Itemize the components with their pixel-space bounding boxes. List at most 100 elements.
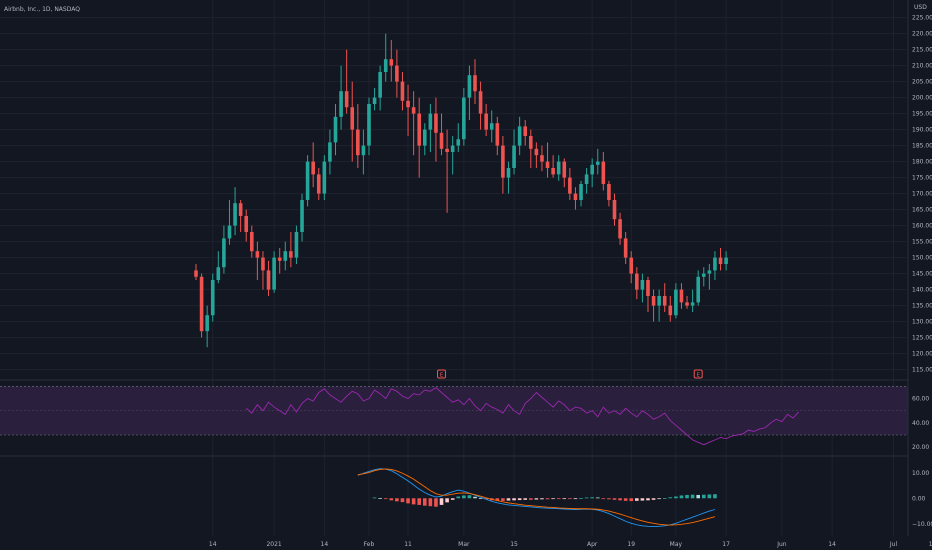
candle-body <box>261 257 265 271</box>
candle-body <box>445 148 449 152</box>
macd-tick-label: −10.00 <box>912 521 932 528</box>
price-tick-label: 140.00 <box>912 287 932 294</box>
macd-histogram-bar <box>713 494 717 499</box>
candle-body <box>216 267 221 280</box>
candle-body <box>696 276 700 303</box>
candle-body <box>607 184 611 200</box>
macd-histogram-bar <box>696 494 700 499</box>
candle-body <box>383 59 388 72</box>
candle-body <box>584 174 589 184</box>
candle-body <box>512 145 516 168</box>
macd-histogram-bar <box>400 498 405 503</box>
candle-body <box>244 216 249 232</box>
macd-histogram-bar <box>534 498 539 500</box>
x-tick-label: 19 <box>627 541 635 548</box>
candle-body <box>556 161 561 175</box>
x-tick-label: 14 <box>828 541 836 548</box>
candle-body <box>406 100 410 108</box>
candle-body <box>629 257 634 274</box>
candle-body <box>640 280 645 290</box>
candle-body <box>350 107 355 130</box>
candle-body <box>713 257 717 271</box>
macd-histogram-bar <box>618 498 622 501</box>
candle-body <box>651 296 656 306</box>
earnings-marker <box>693 369 703 379</box>
candle-body <box>316 174 321 194</box>
candle-body <box>529 136 533 149</box>
price-tick-label: 145.00 <box>912 271 932 278</box>
macd-histogram-bar <box>674 496 678 499</box>
macd-histogram-bar <box>389 498 394 501</box>
rsi-tick-label: 40.00 <box>912 420 929 427</box>
candle-body <box>227 225 232 239</box>
candle-body <box>562 161 567 178</box>
price-tick-label: 160.00 <box>912 223 932 230</box>
earnings-marker-label: E <box>440 373 444 379</box>
candle-body <box>679 289 684 303</box>
macd-tick-label: 0.00 <box>912 495 926 502</box>
x-tick-label: Feb <box>364 541 375 548</box>
macd-histogram-bar <box>395 498 399 502</box>
macd-histogram-bar <box>690 494 695 499</box>
price-tick-label: 195.00 <box>912 111 932 118</box>
candle-body <box>489 123 494 130</box>
candle-body <box>579 184 583 200</box>
macd-histogram-bar <box>685 494 689 499</box>
candle-body <box>601 161 606 184</box>
macd-histogram-bar <box>635 498 639 501</box>
price-tick-label: 120.00 <box>912 351 932 358</box>
candle-body <box>417 113 421 146</box>
candle-body <box>294 232 299 258</box>
x-tick-label: 17 <box>722 541 730 548</box>
candle-body <box>618 219 622 239</box>
macd-histogram-bar <box>556 498 561 500</box>
macd-histogram-bar <box>584 497 589 499</box>
chart-title: Airbnb, Inc., 1D, NASDAQ <box>4 6 80 13</box>
macd-histogram-bar <box>529 498 533 500</box>
candle-body <box>674 289 678 316</box>
candle-body <box>255 251 260 258</box>
x-tick-label: Apr <box>587 541 598 548</box>
candle-body <box>540 155 544 162</box>
price-tick-label: 205.00 <box>912 79 932 86</box>
currency-label: USD <box>914 4 927 11</box>
price-tick-label: 185.00 <box>912 143 932 150</box>
macd-histogram-bar <box>467 495 472 499</box>
candle-body <box>657 296 661 306</box>
candle-body <box>367 104 371 146</box>
price-tick-label: 190.00 <box>912 127 932 134</box>
candle-body <box>210 280 215 316</box>
macd-histogram-bar <box>417 498 421 505</box>
candle-body <box>690 302 695 306</box>
price-tick-label: 155.00 <box>912 239 932 246</box>
candle-body <box>724 257 728 264</box>
macd-histogram-bar <box>462 495 466 499</box>
candle-body <box>595 161 600 165</box>
candle-body <box>662 296 667 306</box>
macd-histogram-bar <box>668 497 673 499</box>
candle-body <box>272 257 276 290</box>
candle-body <box>194 270 198 277</box>
candle-body <box>361 145 366 156</box>
candle-body <box>339 91 343 117</box>
candle-body <box>517 126 522 146</box>
macd-histogram-bar <box>707 494 712 499</box>
macd-histogram-bar <box>411 498 416 505</box>
x-tick-label: 2021 <box>266 541 281 548</box>
price-tick-label: 130.00 <box>912 319 932 326</box>
macd-histogram-bar <box>517 498 522 501</box>
rsi-tick-label: 60.00 <box>912 396 929 403</box>
candle-body <box>685 302 689 306</box>
candle-body <box>646 280 650 296</box>
candle-body <box>283 251 288 261</box>
signal-line <box>357 468 716 526</box>
x-tick-label: Jul <box>889 541 898 548</box>
earnings-marker <box>437 369 447 379</box>
macd-histogram-bar <box>523 498 528 500</box>
macd-histogram-bar <box>701 494 706 499</box>
candle-body <box>311 161 315 175</box>
macd-histogram-bar <box>422 498 427 506</box>
candle-body <box>233 203 237 226</box>
macd-histogram-bar <box>629 498 634 502</box>
